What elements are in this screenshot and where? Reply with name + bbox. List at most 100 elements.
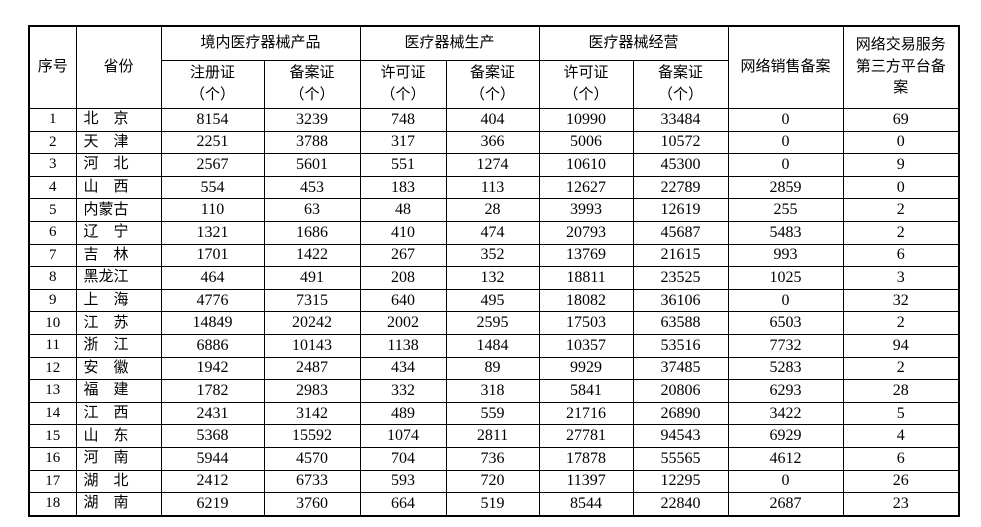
- value-cell: 69: [842, 108, 960, 132]
- province-name-cell: 湖 南: [75, 492, 162, 517]
- value-cell: 13769: [538, 243, 634, 268]
- subcol-label-line1: 备案证: [470, 64, 516, 81]
- subcol-label-line1: 注册证: [189, 64, 235, 81]
- value-cell: 18082: [538, 288, 634, 313]
- value-cell: 1274: [445, 153, 540, 177]
- value-cell: 2811: [445, 424, 540, 448]
- subcol-label-line2: （个）: [289, 86, 335, 103]
- province-name-cell: 山 东: [75, 424, 162, 448]
- table-row: 18 湖 南 6219 3760 664 519 8544 22840 2687 23: [28, 492, 960, 517]
- value-cell: 519: [445, 492, 540, 517]
- value-cell: 495: [445, 288, 540, 313]
- value-cell: 22840: [632, 492, 729, 517]
- subcol-label-line2: （个）: [563, 86, 609, 103]
- value-cell: 6293: [727, 379, 844, 403]
- value-cell: 20242: [263, 311, 361, 335]
- value-cell: 183: [359, 175, 447, 200]
- value-cell: 18811: [538, 266, 634, 290]
- value-cell: 554: [160, 175, 265, 200]
- subcol-label-line2: （个）: [658, 86, 704, 103]
- row-index-cell: 15: [28, 424, 77, 448]
- value-cell: 1138: [359, 333, 447, 358]
- value-cell: 132: [445, 266, 540, 290]
- value-cell: 55565: [632, 446, 729, 471]
- value-cell: 28: [842, 379, 960, 403]
- value-cell: 0: [727, 469, 844, 494]
- value-cell: 12627: [538, 175, 634, 200]
- table-row: 14 江 西 2431 3142 489 559 21716 26890 3422 5: [28, 401, 960, 426]
- province-name-cell: 内蒙古: [75, 198, 162, 222]
- value-cell: 0: [727, 288, 844, 313]
- subcol-header-operation-license: 许可证 （个）: [538, 60, 634, 109]
- subcol-label-line1: 许可证: [563, 64, 609, 81]
- value-cell: 7315: [263, 288, 361, 313]
- value-cell: 993: [727, 243, 844, 268]
- table-row: 10 江 苏 14849 20242 2002 2595 17503 63588 6503 2: [28, 311, 960, 335]
- value-cell: 9: [842, 153, 960, 177]
- value-cell: 2: [842, 356, 960, 381]
- value-cell: 404: [445, 108, 540, 132]
- value-cell: 366: [445, 130, 540, 155]
- province-name-cell: 江 苏: [75, 311, 162, 335]
- value-cell: 20806: [632, 379, 729, 403]
- value-cell: 5368: [160, 424, 265, 448]
- value-cell: 704: [359, 446, 447, 471]
- value-cell: 10143: [263, 333, 361, 358]
- value-cell: 2412: [160, 469, 265, 494]
- table-row: 5 内蒙古 110 63 48 28 3993 12619 255 2: [28, 198, 960, 222]
- province-name-cell: 吉 林: [75, 243, 162, 268]
- value-cell: 10572: [632, 130, 729, 155]
- value-cell: 6219: [160, 492, 265, 517]
- value-cell: 1686: [263, 220, 361, 245]
- col-header-index: 序号: [28, 25, 77, 109]
- header-sub-row: 注册证 （个） 备案证 （个） 许可证 （个） 备案证 （个） 许可证 （个） 备案证 （个…: [29, 60, 959, 109]
- value-cell: 5601: [263, 153, 361, 177]
- province-name-cell: 湖 北: [75, 469, 162, 494]
- value-cell: 23525: [632, 266, 729, 290]
- subcol-label-line1: 备案证: [289, 64, 335, 81]
- value-cell: 6503: [727, 311, 844, 335]
- value-cell: 5006: [538, 130, 634, 155]
- row-index-cell: 1: [28, 108, 77, 132]
- row-index-cell: 14: [28, 401, 77, 426]
- province-name-cell: 山 西: [75, 175, 162, 200]
- province-name-cell: 江 西: [75, 401, 162, 426]
- value-cell: 1025: [727, 266, 844, 290]
- value-cell: 0: [727, 130, 844, 155]
- value-cell: 3760: [263, 492, 361, 517]
- value-cell: 434: [359, 356, 447, 381]
- value-cell: 352: [445, 243, 540, 268]
- row-index-cell: 8: [28, 266, 77, 290]
- province-name-cell: 上 海: [75, 288, 162, 313]
- value-cell: 5841: [538, 379, 634, 403]
- value-cell: 26890: [632, 401, 729, 426]
- value-cell: 2595: [445, 311, 540, 335]
- value-cell: 0: [842, 175, 960, 200]
- province-name-cell: 安 徽: [75, 356, 162, 381]
- value-cell: 45687: [632, 220, 729, 245]
- value-cell: 2251: [160, 130, 265, 155]
- value-cell: 0: [727, 153, 844, 177]
- value-cell: 3788: [263, 130, 361, 155]
- value-cell: 2002: [359, 311, 447, 335]
- value-cell: 491: [263, 266, 361, 290]
- value-cell: 317: [359, 130, 447, 155]
- value-cell: 489: [359, 401, 447, 426]
- province-name-cell: 辽 宁: [75, 220, 162, 245]
- col-header-network-platform: 网络交易服务第三方平台备案: [842, 25, 960, 109]
- value-cell: 640: [359, 288, 447, 313]
- value-cell: 33484: [632, 108, 729, 132]
- value-cell: 37485: [632, 356, 729, 381]
- value-cell: 15592: [263, 424, 361, 448]
- value-cell: 255: [727, 198, 844, 222]
- value-cell: 6: [842, 243, 960, 268]
- value-cell: 1701: [160, 243, 265, 268]
- value-cell: 48: [359, 198, 447, 222]
- value-cell: 5483: [727, 220, 844, 245]
- value-cell: 23: [842, 492, 960, 517]
- value-cell: 10357: [538, 333, 634, 358]
- value-cell: 2859: [727, 175, 844, 200]
